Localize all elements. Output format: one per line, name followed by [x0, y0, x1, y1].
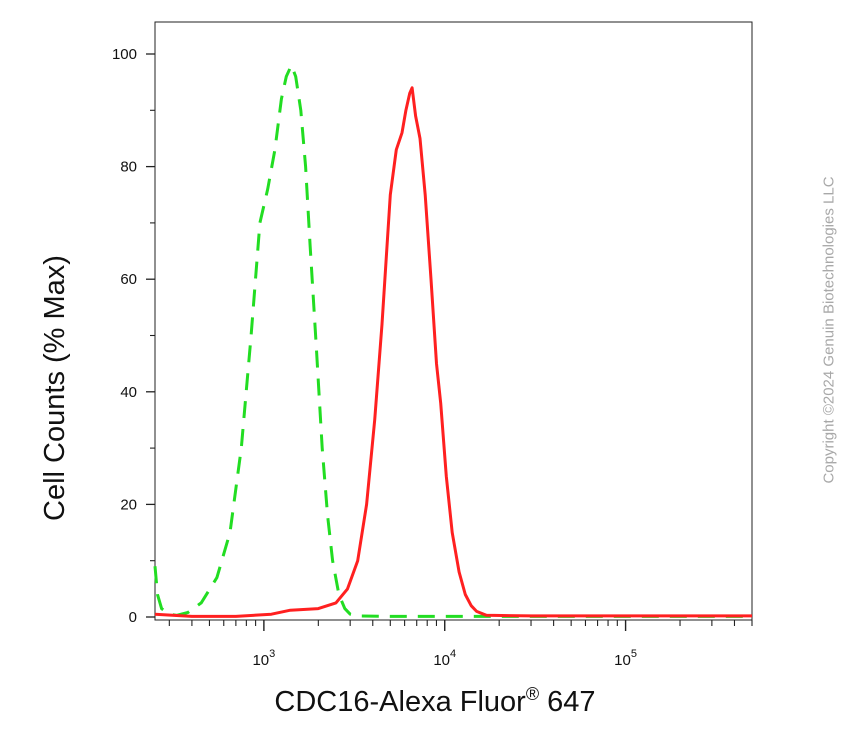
y-tick-label: 40 — [120, 384, 137, 401]
x-axis-title-registered: ® — [526, 684, 539, 704]
y-tick-label: 20 — [120, 496, 137, 513]
x-tick-label: 105 — [614, 648, 637, 669]
x-tick-label-base: 10 — [252, 652, 269, 669]
y-tick-label: 0 — [129, 609, 137, 626]
copyright-watermark: Copyright ©2024 Genuin Biotechnologies L… — [820, 176, 838, 484]
x-axis-title: CDC16-Alexa Fluor® 647 — [274, 684, 595, 718]
y-tick-label: 60 — [120, 271, 137, 288]
series-line-2 — [154, 86, 752, 618]
x-tick-label-exponent: 4 — [450, 648, 456, 660]
y-tick-label: 100 — [112, 46, 137, 63]
x-tick-label-exponent: 5 — [631, 648, 637, 660]
x-tick-label-base: 10 — [433, 652, 450, 669]
y-tick-label: 80 — [120, 159, 137, 176]
y-axis: 0 20 40 60 80 100 — [112, 46, 155, 626]
x-tick-label: 103 — [252, 648, 275, 669]
x-axis: 103 104 105 — [168, 620, 753, 669]
x-axis-title-main: CDC16-Alexa Fluor — [274, 686, 526, 718]
x-tick-label: 104 — [433, 648, 456, 669]
x-tick-label-base: 10 — [614, 652, 631, 669]
plot-frame — [154, 21, 753, 621]
plot-border — [154, 21, 753, 621]
series-layer — [153, 63, 752, 618]
series-line-1 — [153, 63, 752, 618]
x-tick-label-exponent: 3 — [269, 648, 275, 660]
y-axis-title: Cell Counts (% Max) — [39, 255, 71, 521]
x-axis-title-suffix: 647 — [539, 686, 595, 718]
